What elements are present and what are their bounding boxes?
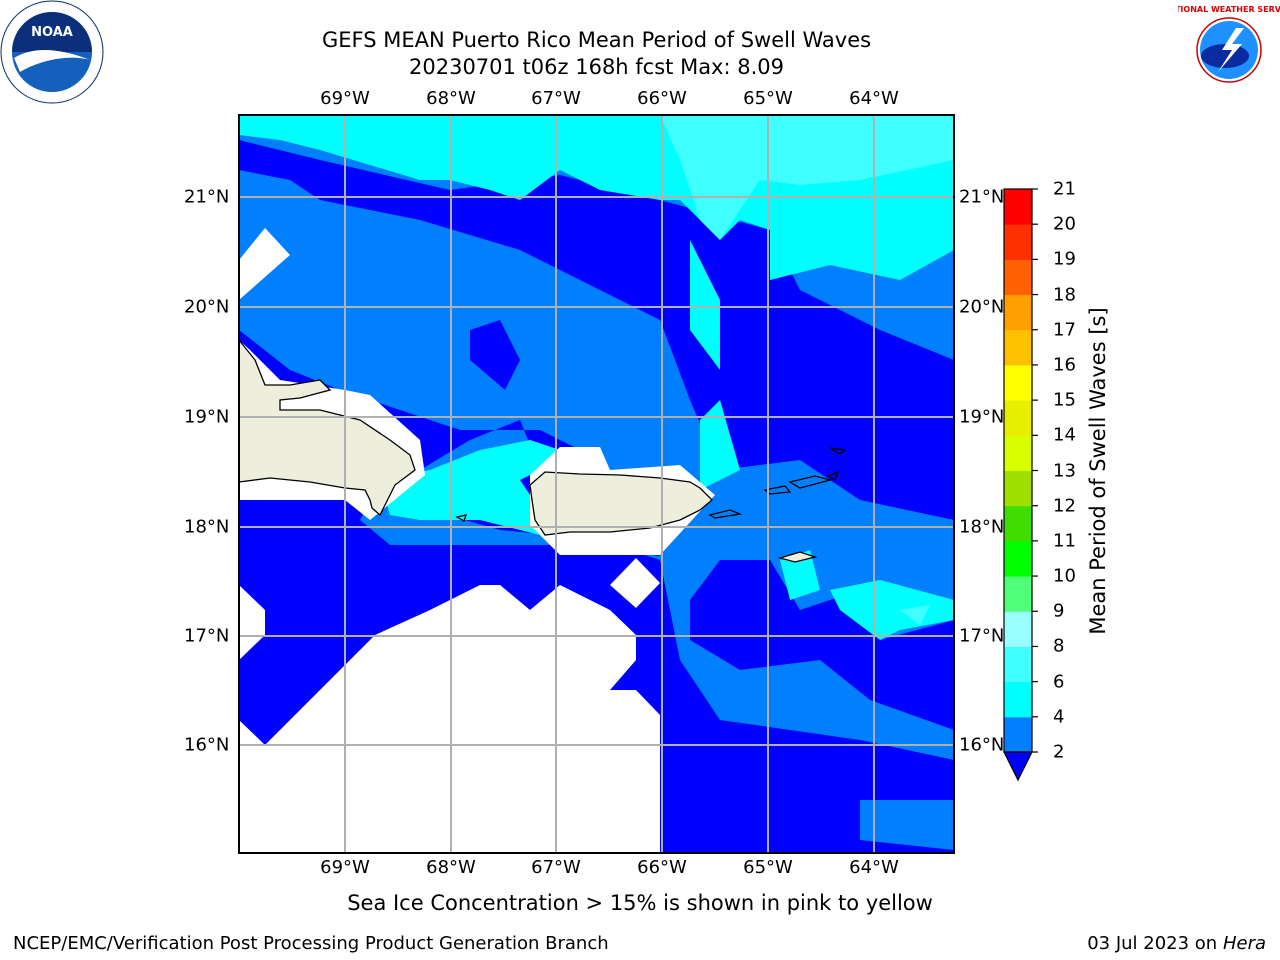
colorbar-tick-11: 16 [1053, 354, 1076, 376]
colorbar-tick-6: 11 [1053, 530, 1076, 552]
colorbar-swatch-6 [1004, 505, 1032, 542]
colorbar-tick-14: 19 [1053, 248, 1076, 270]
lat-label-right-0: 21°N [959, 186, 1005, 208]
lat-label-left-3: 18°N [184, 516, 230, 538]
noaa-logo: NOAA [0, 0, 104, 104]
colorbar-tick-12: 17 [1053, 319, 1076, 341]
swell-band-6-8 [239, 115, 954, 640]
colorbar-tick-2: 6 [1053, 671, 1065, 693]
sea-ice-note: Sea Ice Concentration > 15% is shown in … [347, 891, 933, 915]
lon-label-top-5: 64°W [849, 88, 899, 109]
colorbar-tick-4: 9 [1053, 600, 1065, 622]
colorbar-tick-7: 12 [1053, 495, 1076, 517]
swell-band-4-6 [239, 115, 954, 850]
lat-label-left-1: 20°N [184, 296, 230, 318]
colorbar-swatch-0 [1004, 716, 1032, 753]
colorbar-title: Mean Period of Swell Waves [s] [1086, 307, 1110, 635]
colorbar-swatch-8 [1004, 435, 1032, 471]
virgin-islands [455, 447, 847, 522]
chart-title: GEFS MEAN Puerto Rico Mean Period of Swe… [321, 28, 872, 52]
colorbar-swatch-12 [1004, 294, 1032, 331]
colorbar-swatch-15 [1004, 189, 1032, 225]
colorbar-tick-8: 13 [1053, 460, 1076, 481]
nws-logo: NATIONAL WEATHER SERVICE [1178, 2, 1280, 98]
swell-band-8-9 [660, 115, 954, 625]
lon-label-bottom-5: 64°W [849, 857, 899, 878]
lat-label-left-5: 16°N [184, 734, 230, 756]
footer-credit: NCEP/EMC/Verification Post Processing Pr… [13, 933, 609, 954]
lon-label-bottom-2: 67°W [531, 857, 581, 878]
lat-label-left-0: 21°N [184, 186, 230, 208]
lon-label-bottom-1: 68°W [426, 857, 476, 878]
lat-label-right-1: 20°N [959, 296, 1005, 318]
lat-label-right-4: 17°N [959, 625, 1005, 647]
lat-label-left-4: 17°N [184, 625, 230, 647]
map-grid [239, 115, 954, 853]
colorbar-swatch-10 [1004, 364, 1032, 401]
colorbar-swatch-14 [1004, 224, 1032, 260]
puerto-rico-land [529, 471, 713, 536]
colorbar-tick-16: 21 [1053, 178, 1076, 200]
colorbar-swatch-11 [1004, 329, 1032, 366]
lon-label-bottom-3: 66°W [637, 857, 687, 878]
svg-text:NOAA: NOAA [31, 25, 73, 40]
lat-label-left-2: 19°N [184, 406, 230, 428]
colorbar-swatch-7 [1004, 470, 1032, 507]
colorbar-swatch-13 [1004, 259, 1032, 296]
colorbar-tick-1: 4 [1053, 706, 1065, 728]
lon-label-bottom-4: 65°W [743, 857, 793, 878]
colorbar-swatch-9 [1004, 400, 1032, 436]
lon-label-top-2: 67°W [531, 88, 581, 109]
colorbar-tick-13: 18 [1053, 284, 1076, 306]
colorbar-tick-15: 20 [1053, 213, 1076, 235]
lon-label-top-3: 66°W [637, 88, 687, 109]
swell-pocket-low [470, 300, 950, 480]
lon-label-bottom-0: 69°W [320, 857, 370, 878]
colorbar-tick-5: 10 [1053, 565, 1076, 587]
lat-label-right-5: 16°N [959, 734, 1005, 756]
colorbar-tick-3: 8 [1053, 635, 1065, 657]
lon-label-top-1: 68°W [426, 88, 476, 109]
colorbar-swatch-3 [1004, 611, 1032, 647]
colorbar-tick-10: 15 [1053, 389, 1076, 411]
vieques-island [708, 509, 743, 519]
colorbar-extend-arrow [1003, 751, 1033, 782]
map-frame [238, 114, 955, 854]
svg-text:NATIONAL WEATHER SERVICE: NATIONAL WEATHER SERVICE [1178, 5, 1280, 14]
colorbar-tick-9: 14 [1053, 424, 1076, 446]
colorbar-swatch-2 [1004, 646, 1032, 683]
lat-label-right-2: 19°N [959, 406, 1005, 428]
lon-label-top-4: 65°W [743, 88, 793, 109]
masked-area [239, 228, 715, 853]
colorbar-swatch-5 [1004, 540, 1032, 577]
colorbar-swatch-1 [1004, 681, 1032, 718]
lon-label-top-0: 69°W [320, 88, 370, 109]
chart-subtitle: 20230701 t06z 168h fcst Max: 8.09 [409, 55, 784, 79]
footer-date: 03 Jul 2023 on Hera [1087, 933, 1266, 954]
st-croix-island [777, 551, 818, 563]
colorbar-tick-0: 2 [1053, 741, 1065, 763]
colorbar-swatch-4 [1004, 576, 1032, 612]
lat-label-right-3: 18°N [959, 516, 1005, 538]
